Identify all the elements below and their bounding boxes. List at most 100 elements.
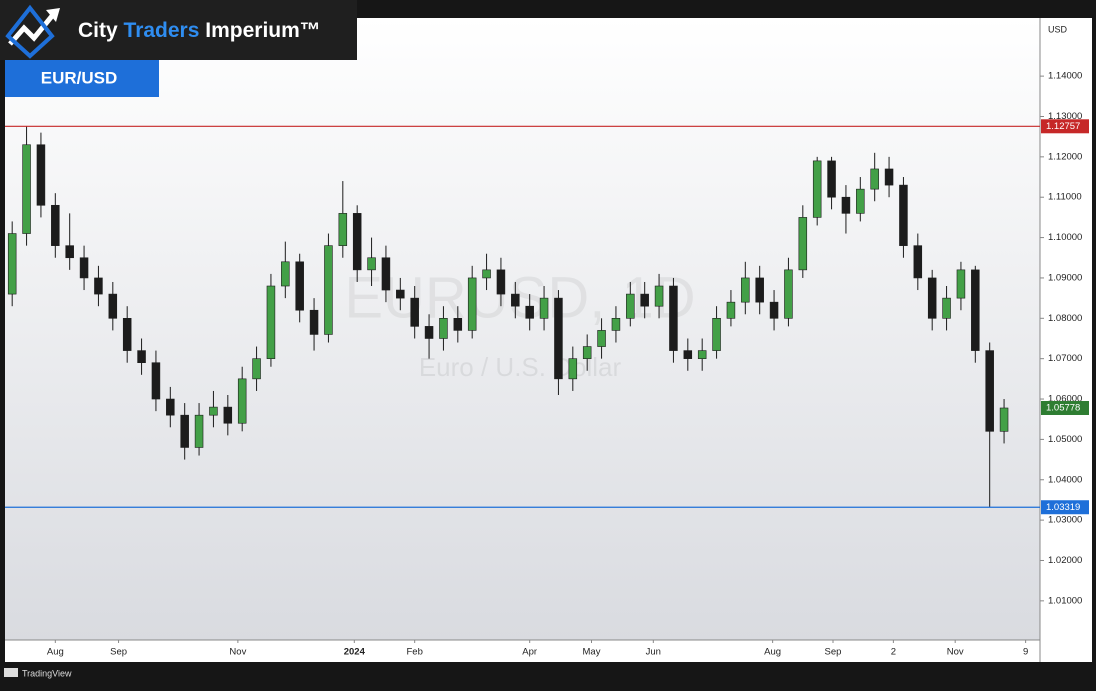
candle-body: [712, 318, 721, 351]
y-tick-label: 1.07000: [1048, 353, 1082, 364]
candle-body: [496, 269, 506, 295]
brand-traders: Traders: [124, 19, 200, 42]
candle-body: [511, 293, 520, 307]
logo-arrowhead: [46, 8, 60, 22]
candle-body: [654, 285, 664, 307]
candle-body: [927, 277, 937, 319]
logo-diamond: [5, 4, 55, 59]
x-tick-label: Nov: [947, 647, 964, 658]
candle-body: [51, 204, 60, 246]
candle-body: [568, 358, 578, 380]
candle-body: [985, 350, 994, 432]
candle-body: [999, 407, 1009, 432]
candle-body: [784, 269, 793, 319]
candle-body: [640, 293, 649, 307]
candle-body: [841, 196, 851, 214]
x-tick-label: Apr: [522, 647, 537, 658]
candle-body: [151, 362, 161, 400]
candle-body: [22, 144, 31, 234]
candle-body: [683, 350, 693, 359]
candle-body: [338, 213, 348, 246]
x-tick-label: 2: [891, 647, 896, 658]
level-label: 1.12757: [1046, 121, 1080, 132]
x-tick-label: Aug: [47, 647, 64, 658]
candle-body: [539, 297, 549, 319]
candle-body: [467, 277, 477, 331]
candle-body: [137, 350, 146, 364]
candle-body: [324, 245, 333, 335]
x-tick-label: 9: [1023, 647, 1028, 658]
candle-body: [36, 144, 46, 206]
candle-body: [122, 318, 132, 351]
logo-box: [0, 0, 357, 60]
candle-body: [410, 297, 419, 327]
candle-body: [798, 217, 808, 271]
candle-body: [223, 406, 233, 424]
y-tick-label: 1.10000: [1048, 232, 1082, 243]
candle-body: [108, 293, 118, 319]
y-tick-label: 1.13000: [1048, 111, 1082, 122]
candle-body: [769, 301, 779, 319]
candle-body: [7, 233, 17, 295]
brand-city: City: [78, 19, 118, 42]
y-tick-label: 1.08000: [1048, 313, 1082, 324]
y-tick-label: 1.04000: [1048, 474, 1082, 485]
last-price-box: [1041, 400, 1089, 415]
candle-body: [194, 414, 204, 448]
x-tick-label: Aug: [764, 647, 781, 658]
candle-body: [942, 297, 951, 319]
brand-imperium: Imperium™: [205, 19, 321, 42]
y-tick-label: 1.05000: [1048, 434, 1082, 445]
candle-body: [381, 257, 391, 291]
candle-body: [741, 277, 750, 303]
time-axis-background: [5, 640, 1040, 662]
x-tick-label: 2024: [344, 647, 366, 658]
level-label-box: [1041, 119, 1089, 134]
candle-body: [94, 277, 103, 295]
candle-body: [726, 301, 736, 319]
candle-body: [913, 245, 923, 279]
x-tick-label: Sep: [110, 647, 127, 658]
candle-body: [266, 285, 276, 359]
candle-body: [252, 358, 261, 380]
candle-body: [180, 414, 189, 448]
candle-body: [309, 309, 319, 335]
x-tick-label: Jun: [646, 647, 661, 658]
y-tick-label: 1.12000: [1048, 151, 1082, 162]
y-tick-label: 1.09000: [1048, 272, 1082, 283]
level-label-box: [1041, 500, 1089, 515]
candle-body: [237, 378, 247, 424]
candle-body: [870, 168, 879, 190]
candle-body: [755, 277, 764, 303]
candle-body: [482, 269, 491, 279]
candle-body: [669, 285, 678, 351]
x-tick-label: Sep: [825, 647, 842, 658]
candle-body: [453, 318, 463, 331]
candle-body: [439, 318, 448, 339]
y-tick-label: 1.03000: [1048, 515, 1082, 526]
candle-body: [295, 261, 304, 311]
candle-body: [611, 318, 621, 331]
y-tick-label: 1.14000: [1048, 71, 1082, 82]
brand: City Traders Imperium™: [78, 19, 321, 42]
candle-body: [827, 160, 836, 198]
candle-body: [971, 269, 980, 351]
level-label: 1.03319: [1046, 502, 1080, 513]
candle-body: [582, 346, 592, 359]
x-tick-label: May: [583, 647, 601, 658]
y-tick-label: 1.11000: [1048, 192, 1082, 203]
candle-body: [281, 261, 290, 287]
candle-body: [956, 269, 966, 299]
candle-body: [812, 160, 822, 218]
last-price-label: 1.05778: [1046, 403, 1080, 414]
candle-body: [554, 297, 563, 380]
pair: EUR/USD: [41, 68, 118, 87]
pair-box: [5, 60, 159, 97]
candle-body: [626, 293, 635, 319]
candle-body: [856, 188, 865, 214]
tv-logo: [4, 668, 18, 677]
plot-background: [5, 18, 1040, 640]
candle-body: [525, 305, 534, 319]
candle-body: [367, 257, 376, 271]
